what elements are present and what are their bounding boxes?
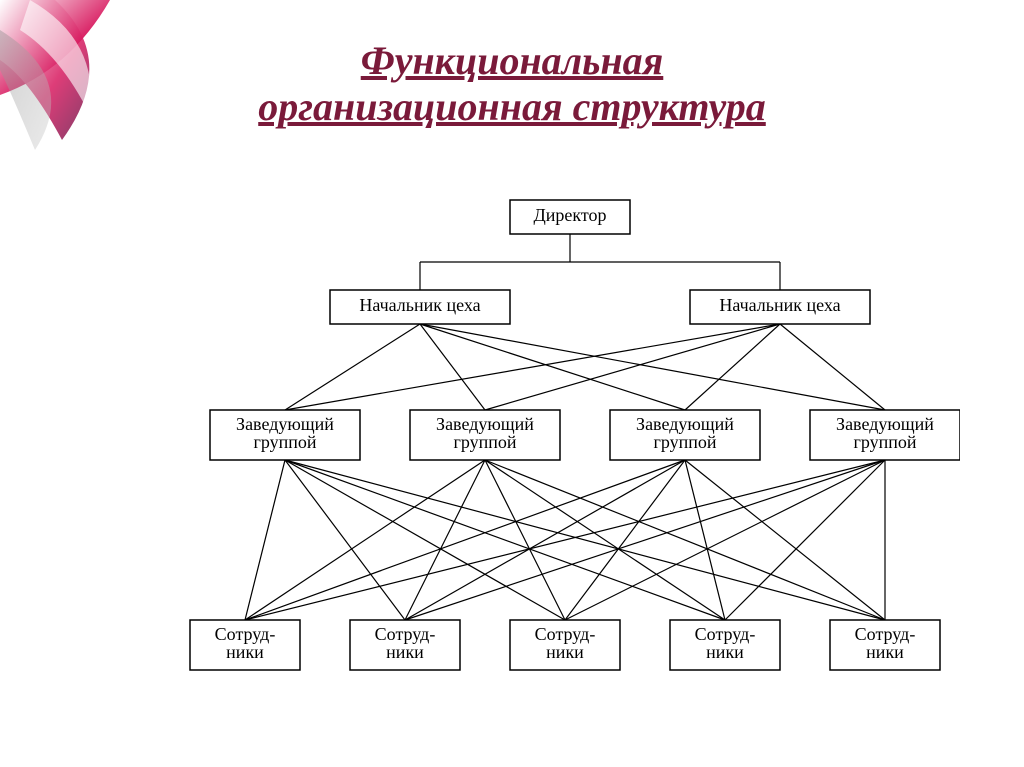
- node-label-emp3-0: Сотруд-: [535, 624, 596, 644]
- node-label-emp4-1: ники: [706, 642, 744, 662]
- node-label-mgr1-1: группой: [253, 432, 316, 452]
- node-mgr1: Заведующийгруппой: [210, 410, 360, 460]
- node-label-mgr3-1: группой: [653, 432, 716, 452]
- node-label-mgr2-1: группой: [453, 432, 516, 452]
- node-director: Директор: [510, 200, 630, 234]
- node-label-emp2-1: ники: [386, 642, 424, 662]
- node-emp2: Сотруд-ники: [350, 620, 460, 670]
- org-chart: Директор Начальник цеха Начальник цеха Заве…: [80, 170, 960, 730]
- title-line-2: организационная структура: [258, 84, 766, 129]
- node-emp1: Сотруд-ники: [190, 620, 300, 670]
- node-label-mgr4-0: Заведующий: [836, 414, 934, 434]
- node-head2: Начальник цеха: [690, 290, 870, 324]
- node-emp4: Сотруд-ники: [670, 620, 780, 670]
- node-label-mgr4-1: группой: [853, 432, 916, 452]
- node-label-mgr3-0: Заведующий: [636, 414, 734, 434]
- node-label-head1-0: Начальник цеха: [359, 295, 480, 315]
- title-line-1: Функциональная: [361, 38, 664, 83]
- node-mgr3: Заведующийгруппой: [610, 410, 760, 460]
- node-mgr2: Заведующийгруппой: [410, 410, 560, 460]
- node-mgr4: Заведующийгруппой: [810, 410, 960, 460]
- page-title: Функциональная организационная структура: [0, 38, 1024, 130]
- node-head1: Начальник цеха: [330, 290, 510, 324]
- node-label-mgr1-0: Заведующий: [236, 414, 334, 434]
- node-label-emp2-0: Сотруд-: [375, 624, 436, 644]
- node-label-head2-0: Начальник цеха: [719, 295, 840, 315]
- node-emp5: Сотруд-ники: [830, 620, 940, 670]
- node-label-emp4-0: Сотруд-: [695, 624, 756, 644]
- node-label-emp5-1: ники: [866, 642, 904, 662]
- node-emp3: Сотруд-ники: [510, 620, 620, 670]
- node-label-emp1-1: ники: [226, 642, 264, 662]
- node-label-emp3-1: ники: [546, 642, 584, 662]
- node-label-mgr2-0: Заведующий: [436, 414, 534, 434]
- node-label-emp1-0: Сотруд-: [215, 624, 276, 644]
- node-label-director-0: Директор: [533, 205, 606, 225]
- node-label-emp5-0: Сотруд-: [855, 624, 916, 644]
